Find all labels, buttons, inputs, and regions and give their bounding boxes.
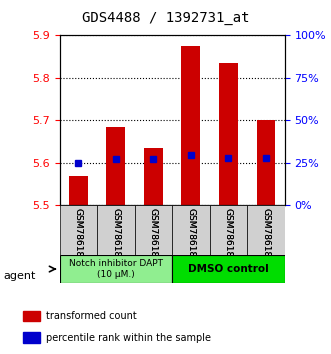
Text: GDS4488 / 1392731_at: GDS4488 / 1392731_at: [82, 11, 249, 25]
FancyBboxPatch shape: [210, 205, 247, 255]
Text: DMSO control: DMSO control: [188, 264, 269, 274]
Bar: [107, 127, 125, 205]
FancyBboxPatch shape: [97, 205, 135, 255]
Text: GSM786182: GSM786182: [74, 208, 83, 263]
Text: GSM786187: GSM786187: [261, 208, 270, 263]
Text: GSM786183: GSM786183: [111, 208, 120, 263]
Text: transformed count: transformed count: [46, 311, 137, 321]
Text: GSM786186: GSM786186: [224, 208, 233, 263]
FancyBboxPatch shape: [172, 205, 210, 255]
Text: GSM786184: GSM786184: [149, 208, 158, 263]
Bar: [257, 120, 275, 205]
Text: GSM786182: GSM786182: [74, 208, 83, 263]
Text: agent: agent: [3, 271, 36, 281]
Text: GSM786185: GSM786185: [186, 208, 195, 263]
FancyBboxPatch shape: [135, 205, 172, 255]
Text: GSM786187: GSM786187: [261, 208, 270, 263]
Text: Notch inhibitor DAPT
(10 μM.): Notch inhibitor DAPT (10 μM.): [69, 259, 163, 279]
Text: GSM786185: GSM786185: [186, 208, 195, 263]
Text: percentile rank within the sample: percentile rank within the sample: [46, 332, 211, 343]
FancyBboxPatch shape: [172, 255, 285, 283]
Bar: [181, 46, 200, 205]
Text: GSM786184: GSM786184: [149, 208, 158, 263]
FancyBboxPatch shape: [247, 205, 285, 255]
Bar: [219, 63, 238, 205]
Text: GSM786183: GSM786183: [111, 208, 120, 263]
Bar: [23, 332, 40, 343]
FancyBboxPatch shape: [60, 205, 97, 255]
Bar: [23, 311, 40, 321]
FancyBboxPatch shape: [60, 255, 172, 283]
Bar: [69, 176, 88, 205]
Text: GSM786186: GSM786186: [224, 208, 233, 263]
Bar: [144, 148, 163, 205]
